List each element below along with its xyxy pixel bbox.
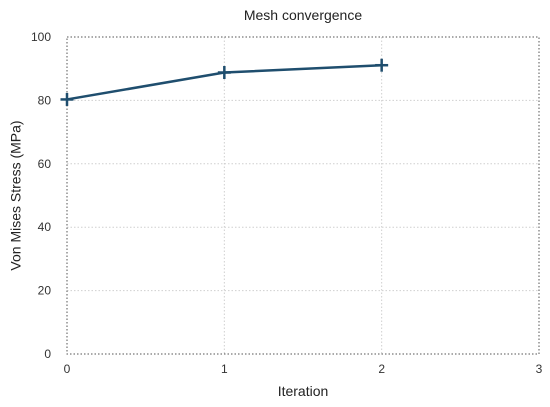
y-tick-label: 20 [38,284,52,298]
grid [67,37,539,354]
y-tick-label: 100 [31,30,51,44]
y-tick-label: 40 [38,220,52,234]
x-axis-label: Iteration [278,383,329,399]
x-tick-label: 0 [64,362,71,376]
y-axis-label: Von Mises Stress (MPa) [8,120,24,270]
chart-title: Mesh convergence [244,7,363,23]
x-tick-label: 2 [378,362,385,376]
data-point-marker [375,58,389,72]
y-tick-label: 0 [44,347,51,361]
y-tick-label: 60 [38,157,52,171]
data-point-marker [60,92,74,106]
series [60,58,389,106]
ticks: 0 1 2 3 0 20 40 60 80 100 [31,30,543,376]
x-tick-label: 3 [536,362,543,376]
y-tick-label: 80 [38,93,52,107]
data-point-marker [217,66,231,80]
x-tick-label: 1 [221,362,228,376]
plot-frame [66,36,540,355]
